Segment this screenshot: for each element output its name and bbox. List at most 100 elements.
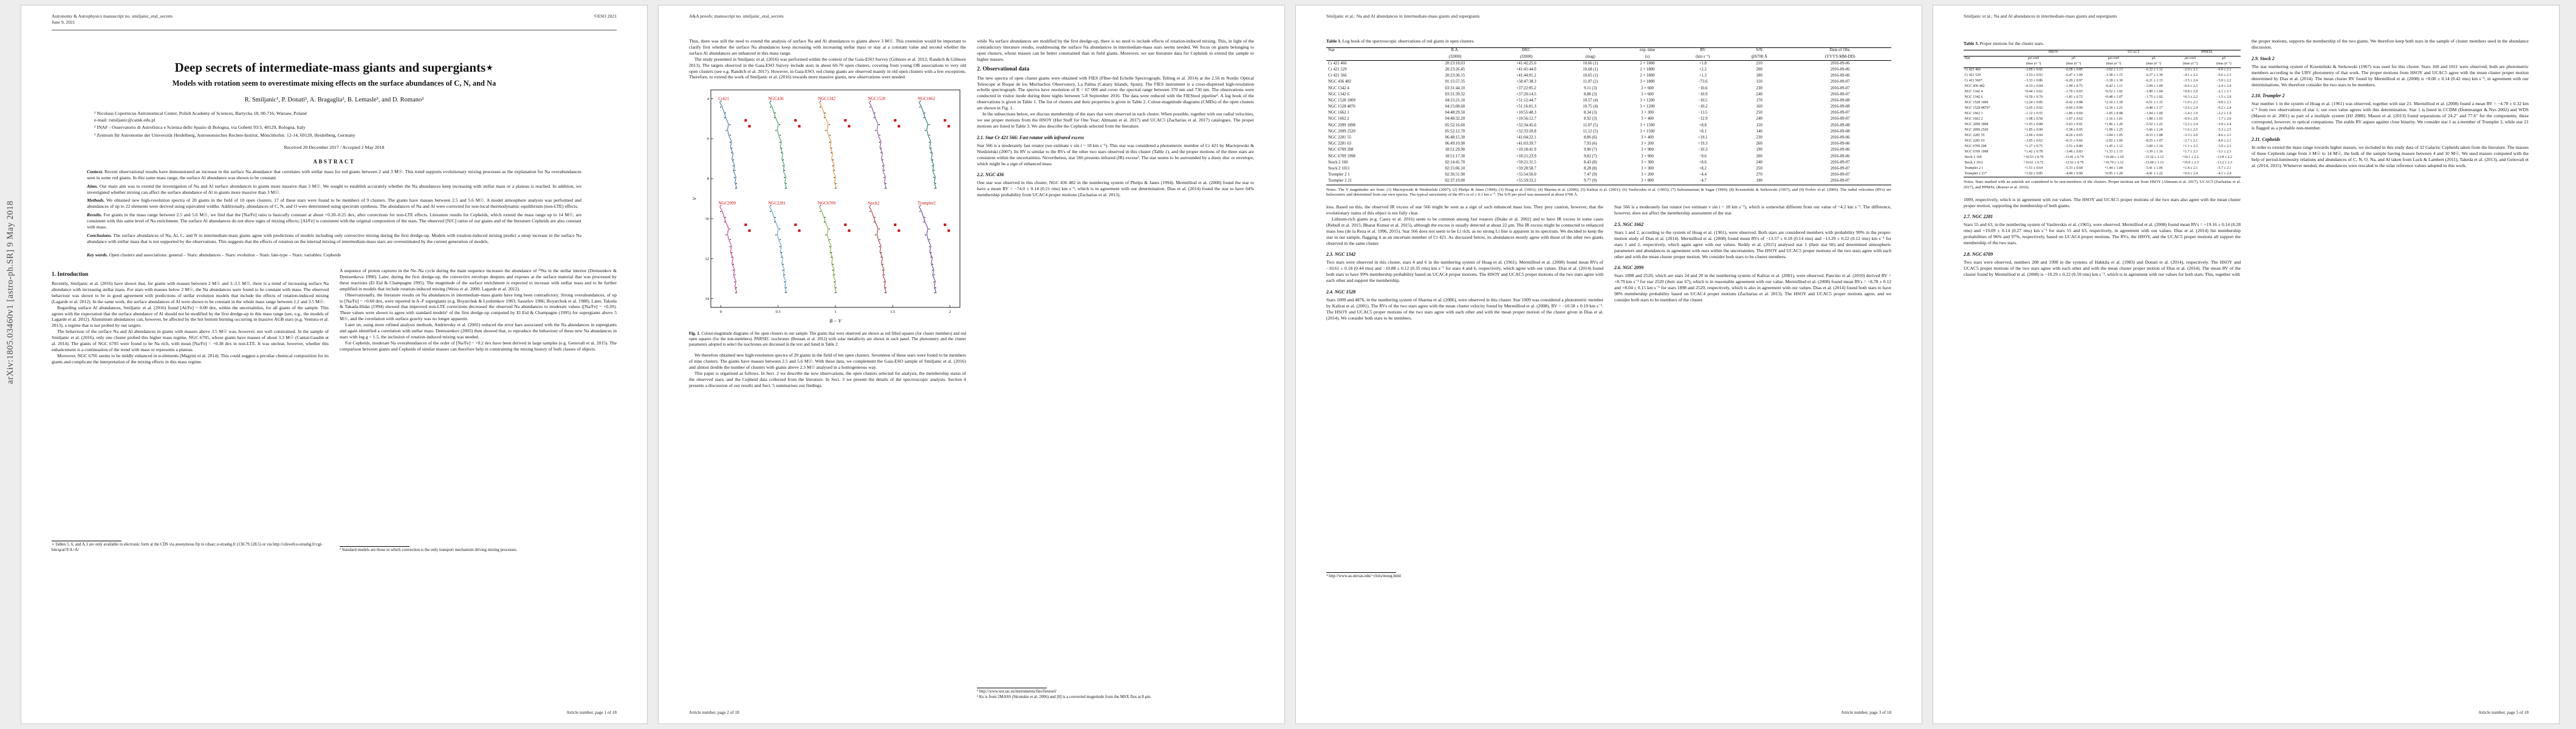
table-cell: NGC 436 482 <box>1328 80 1352 84</box>
table-cell: Cr 421 566 <box>1328 74 1347 78</box>
photometry-point <box>825 130 827 132</box>
table-cell: +16.53 ± 0.70 <box>2023 155 2044 159</box>
paragraph: A sequence of proton captures in the Ne–… <box>340 268 617 292</box>
table-cell: −1.86 ± 0.60 <box>2064 112 2083 116</box>
paragraph: One star was observed in this cluster, N… <box>977 180 1254 198</box>
photometry-point <box>883 281 885 283</box>
table-cell: +0.3 ± 2.2 <box>2183 95 2198 100</box>
table-cell: 3 × 400 <box>1641 135 1654 140</box>
subsection-heading: 2.4. NGC 1528 <box>1326 289 1356 295</box>
abstract-paragraph: Results. For giants in the mass range be… <box>87 212 582 230</box>
subsection-heading: 2.11. Cepheids <box>2252 136 2281 142</box>
photometry-point <box>934 188 936 190</box>
table-cell: −0.2 ± 2.4 <box>2216 106 2232 111</box>
photometry-point <box>775 112 776 114</box>
paragraph: The study presented in Smiljanic et al. … <box>689 56 966 80</box>
photometry-point <box>725 112 726 114</box>
cluster-label: Stock2 <box>868 201 880 206</box>
paper-subtitle: Models with rotation seem to overestimat… <box>172 79 496 87</box>
table-caption: Table 1. Log book of the spectroscopic o… <box>1326 38 1475 44</box>
table-cell: −4.4 <box>1699 173 1707 177</box>
photometry-point <box>882 264 883 265</box>
table-row: NGC 2281 63 06:49:10.90 +41:03:39.7 7.93 (6… <box>1326 141 1891 147</box>
subsection-heading: 2.1. Star Cr 421 566: Fast rotator with … <box>977 134 1084 140</box>
photometry-point <box>928 142 930 143</box>
paragraph: Moreover, NGC 6705 seems to be mildly en… <box>52 352 329 364</box>
table-cell: −10.3 <box>1697 148 1708 152</box>
x-tick-label: 0 <box>720 310 722 314</box>
isochrone-line <box>719 206 738 294</box>
table-cell: +41:41:44.0 <box>1516 67 1536 72</box>
table-cell: −1.99 ± 0.75 <box>2064 84 2083 89</box>
table-cell: NGC 1342 6 <box>1964 95 1983 100</box>
footnote-rule <box>340 546 409 547</box>
footnote: ¹ Standard models are those in which con… <box>340 548 518 553</box>
table-cell: +58:47:38.3 <box>1516 80 1536 84</box>
table-cell: +2.19 ± 1.21 <box>2104 106 2123 111</box>
table-cell: Cr 421 529 <box>1964 74 1981 78</box>
table-cell: +32:33:18.8 <box>1516 129 1536 134</box>
photometry-point <box>724 117 725 118</box>
photometry-point <box>919 101 921 102</box>
photometry-point <box>829 142 831 143</box>
table-cell: 210 <box>1756 61 1762 66</box>
table-cell: 250 <box>1756 166 1762 171</box>
photometry-point <box>784 188 786 190</box>
table-cell: −10.9 <box>1697 92 1708 97</box>
table-cell: +0.6 ± 2.4 <box>2183 171 2198 176</box>
table-cell: NGC 1528 1009 <box>1964 101 1989 105</box>
table-cell: +55:59:33.2 <box>1516 179 1536 183</box>
table-cell: −8.25 ± 1.07 <box>2144 139 2163 143</box>
photometry-point <box>784 274 786 276</box>
table-cell: +8.2 <box>1699 166 1707 171</box>
table-cell: +1.6 ± 2.5 <box>2183 128 2198 132</box>
table-cell: 9.11 (3) <box>1584 86 1597 91</box>
photometry-point <box>820 205 821 207</box>
photometry-point <box>831 256 832 258</box>
table-cell: −1.12 ± 0.55 <box>2024 112 2043 116</box>
table-cell: Trumpler 2 21* <box>1964 171 1987 176</box>
table-cell: −5.58 ± 0.95 <box>2064 128 2083 132</box>
subsection-heading: 2.5. NGC 1662 <box>1614 221 1644 227</box>
isochrone-line <box>918 206 937 294</box>
photometry-point <box>720 205 722 207</box>
column-header: (km s⁻¹) <box>1696 54 1710 59</box>
table-cell: 20:23:36.15 <box>1445 74 1465 78</box>
isochrone-line <box>868 206 887 294</box>
photometry-point <box>779 124 781 126</box>
table-cell: +16.44 ± 1.10 <box>2103 155 2124 159</box>
abstract-paragraph: Aims. Our main aim was to extend the inv… <box>87 183 581 195</box>
table-cell: 2016-09-07 <box>1830 111 1850 115</box>
table-cell: +0.44 ± 0.62 <box>2024 90 2043 94</box>
table-cell: +1.93 ± 0.88 <box>2024 122 2043 126</box>
table-cell: 18:51:17.30 <box>1445 154 1465 159</box>
table-row: Stock 2 160 +16.53 ± 0.70 −13.41 ± 0.74 +16… <box>1964 155 2241 160</box>
photometry-point <box>935 287 936 289</box>
table-cell: 03:31:44.10 <box>1445 86 1465 91</box>
paragraph: Stars 1 and 2, according to the system o… <box>1614 229 1891 259</box>
photometry-point <box>932 264 933 265</box>
photometry-point <box>720 211 722 213</box>
table-cell: 200 <box>1756 67 1762 72</box>
table-row: NGC 1528 4876* +2.05 ± 0.92 −0.60 ± 0.90 +2… <box>1964 106 2241 111</box>
photometry-point <box>879 142 880 143</box>
table-cell: +41:04:22.1 <box>1516 135 1536 140</box>
eso-credit: ©ESO 2021 <box>594 13 617 19</box>
table-cell: −6.32 ± 1.12 <box>2144 68 2163 72</box>
isochrone-line <box>818 101 837 190</box>
photometry-point <box>783 264 784 265</box>
table-cell: −1.16 ± 1.01 <box>2104 117 2123 121</box>
table-cell: −3.46 ± 0.83 <box>2064 149 2083 154</box>
footnote-block: ⋆ Tables 5, 6, and A.1 are only availabl… <box>52 540 329 554</box>
photometry-point <box>731 256 733 258</box>
table-cell: −0.42 ± 0.88 <box>2064 101 2083 105</box>
table-cell: 10.66 (1) <box>1583 61 1598 66</box>
column-header: R.A. <box>1451 48 1459 53</box>
column-header <box>1964 62 2013 67</box>
photometry-point <box>930 256 932 258</box>
table-cell: 20:23:18.03 <box>1445 61 1465 66</box>
table-cell: −10.6 <box>1697 86 1708 91</box>
table-cell: +1.1 ± 2.2 <box>2183 144 2198 148</box>
photometry-point <box>829 239 831 241</box>
photometry-point <box>782 270 784 271</box>
